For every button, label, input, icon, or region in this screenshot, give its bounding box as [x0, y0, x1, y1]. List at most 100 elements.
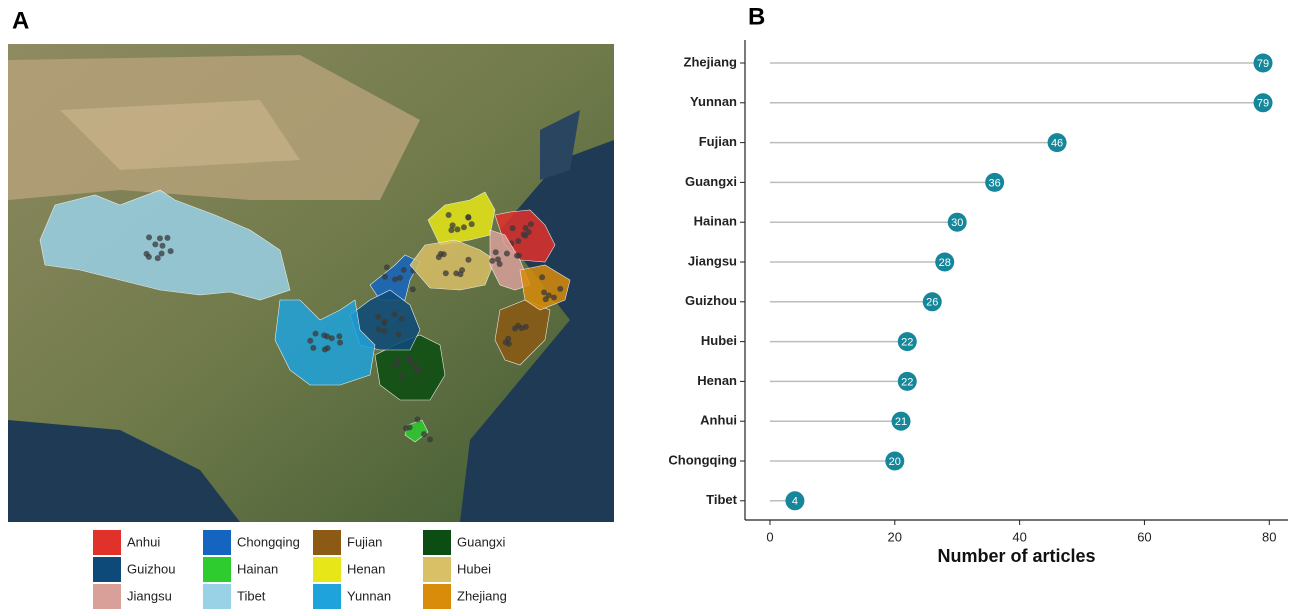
- legend-swatch: [313, 557, 341, 582]
- legend-swatch: [203, 584, 231, 609]
- site-dot: [515, 238, 521, 244]
- legend-swatch: [203, 530, 231, 555]
- x-axis-title: Number of articles: [937, 546, 1095, 566]
- legend-label: Anhui: [127, 534, 160, 549]
- site-dot: [382, 319, 388, 325]
- panel-label: B: [748, 3, 765, 30]
- site-dot: [310, 345, 316, 351]
- site-dot: [453, 270, 459, 276]
- site-dot: [414, 368, 420, 374]
- site-dot: [410, 286, 416, 292]
- y-tick-label: Guangxi: [685, 174, 737, 189]
- y-tick-label: Fujian: [699, 134, 737, 149]
- site-dot: [399, 374, 405, 380]
- legend-label: Hainan: [237, 561, 278, 576]
- site-dot: [446, 212, 452, 218]
- site-dot: [493, 249, 499, 255]
- legend-label: Yunnan: [347, 588, 391, 603]
- site-dot: [382, 274, 388, 280]
- value-label: 4: [792, 496, 798, 508]
- value-label: 79: [1257, 98, 1269, 110]
- site-dot: [159, 250, 165, 256]
- y-tick-label: Hainan: [694, 214, 737, 229]
- site-dot: [438, 251, 444, 257]
- site-dot: [551, 294, 557, 300]
- site-dot: [146, 234, 152, 240]
- value-label: 20: [889, 456, 901, 468]
- value-label: 30: [951, 217, 963, 229]
- site-dot: [546, 292, 552, 298]
- site-dot: [164, 235, 170, 241]
- site-dot: [159, 243, 165, 249]
- legend-swatch: [93, 557, 121, 582]
- site-dot: [427, 436, 433, 442]
- legend-label: Henan: [347, 561, 385, 576]
- y-tick-label: Yunnan: [690, 94, 737, 109]
- map: [8, 44, 614, 522]
- value-label: 28: [939, 257, 951, 269]
- legend-swatch: [203, 557, 231, 582]
- x-tick-label: 20: [888, 529, 902, 544]
- site-dot: [450, 222, 456, 228]
- value-label: 79: [1257, 58, 1269, 70]
- site-dot: [454, 226, 460, 232]
- x-tick-label: 80: [1262, 529, 1276, 544]
- site-dot: [406, 355, 412, 361]
- site-dot: [401, 267, 407, 273]
- site-dot: [392, 362, 398, 368]
- site-dot: [469, 221, 475, 227]
- lollipop-chart: 020406080Number of articlesZhejiang79Yun…: [668, 40, 1288, 566]
- legend-swatch: [313, 530, 341, 555]
- site-dot: [399, 316, 405, 322]
- site-dot: [336, 333, 342, 339]
- legend-swatch: [423, 584, 451, 609]
- site-dot: [443, 270, 449, 276]
- value-label: 36: [989, 177, 1001, 189]
- site-dot: [465, 257, 471, 263]
- site-dot: [403, 425, 409, 431]
- site-dot: [381, 328, 387, 334]
- legend-swatch: [313, 584, 341, 609]
- site-dot: [329, 335, 335, 341]
- legend-label: Jiangsu: [127, 588, 172, 603]
- site-dot: [514, 253, 520, 259]
- value-label: 26: [926, 297, 938, 309]
- site-dot: [313, 331, 319, 337]
- y-tick-label: Guizhou: [685, 293, 737, 308]
- site-dot: [414, 416, 420, 422]
- y-tick-label: Zhejiang: [684, 54, 738, 69]
- site-dot: [461, 224, 467, 230]
- value-label: 46: [1051, 138, 1063, 150]
- y-tick-label: Anhui: [700, 413, 737, 428]
- site-dot: [465, 215, 471, 221]
- value-label: 22: [901, 376, 913, 388]
- site-dot: [395, 331, 401, 337]
- y-tick-label: Jiangsu: [688, 253, 737, 268]
- site-dot: [411, 362, 417, 368]
- site-dot: [152, 241, 158, 247]
- site-dot: [155, 255, 161, 261]
- value-label: 21: [895, 416, 907, 428]
- legend-label: Zhejiang: [457, 588, 507, 603]
- site-dot: [512, 326, 518, 332]
- site-dot: [519, 325, 525, 331]
- site-dot: [375, 314, 381, 320]
- site-dot: [337, 340, 343, 346]
- site-dot: [146, 254, 152, 260]
- y-tick-label: Hubei: [701, 333, 737, 348]
- legend-swatch: [93, 584, 121, 609]
- y-tick-label: Henan: [697, 373, 737, 388]
- site-dot: [157, 235, 163, 241]
- site-dot: [510, 225, 516, 231]
- figure: A B AnhuiChongqingFujianGuangxiGuizhouHa…: [0, 0, 1291, 611]
- legend-label: Tibet: [237, 588, 266, 603]
- site-dot: [504, 251, 510, 257]
- x-tick-label: 40: [1012, 529, 1026, 544]
- site-dot: [392, 311, 398, 317]
- y-tick-label: Tibet: [706, 492, 737, 507]
- y-tick-label: Chongqing: [668, 452, 737, 467]
- site-dot: [503, 339, 509, 345]
- site-dot: [489, 258, 495, 264]
- site-dot: [168, 248, 174, 254]
